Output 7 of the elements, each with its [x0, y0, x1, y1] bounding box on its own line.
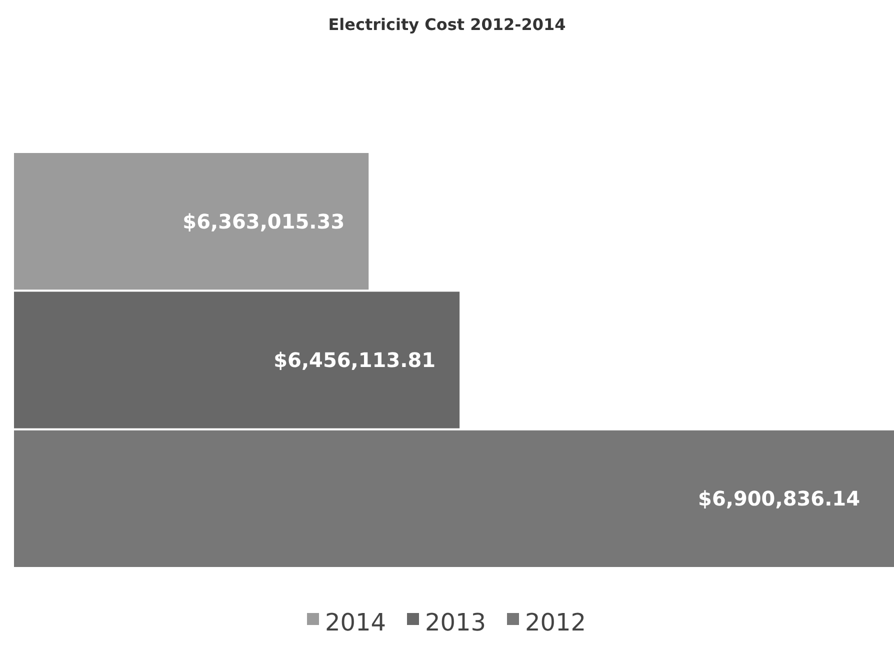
data-label: $6,900,836.14	[698, 486, 860, 511]
chart-title: Electricity Cost 2012-2014	[328, 15, 566, 34]
legend-label: 2013	[425, 608, 486, 636]
legend-label: 2014	[325, 608, 386, 636]
data-label: $6,456,113.81	[274, 348, 436, 372]
data-label: $6,363,015.33	[182, 209, 345, 234]
legend-label: 2012	[525, 608, 586, 636]
